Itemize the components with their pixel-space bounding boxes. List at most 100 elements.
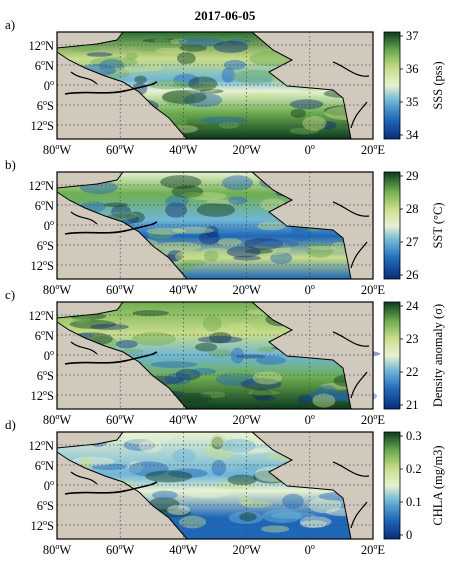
field-patch [200,116,248,124]
panel-letter: d) [5,417,16,432]
map-panel-1: a) 12oN 6oN 0o 6oS 12oS 80oW 60oW 40oW 20oW 0o 20oE… [5,17,445,157]
lon-tick-label: 20oE [361,282,386,297]
river [70,211,98,225]
lat-tick-label: 6oN [35,328,54,343]
field-patch [161,90,207,104]
river [70,71,98,85]
field-patch [125,52,138,61]
lat-tick-label: 0o [44,218,54,233]
field-patch [205,199,239,204]
field-patch [233,255,262,261]
field-patch [290,99,324,110]
river [350,371,368,399]
field-patch [307,245,337,251]
field-patch [116,339,138,349]
field-patch [188,76,218,92]
field-patch [221,175,254,191]
field-patch [255,395,276,402]
river [332,461,370,477]
colorbar [383,301,401,410]
field-patch [168,468,208,479]
field-patch [256,346,276,353]
field-patch [210,433,226,447]
colorbar-tick-label: 22 [406,365,419,379]
field-patch [245,248,274,254]
field-patch [166,504,191,516]
field-patch [131,332,176,346]
river [332,201,370,217]
map-panel-4: d) 12oN 6oN 0o 6oS 12oS 80oW 60oW 40oW 20oW 0o 20oE… [5,417,445,557]
field-patch [178,515,207,529]
field-patch [271,512,316,519]
colorbar-tick-label: 23 [406,332,419,346]
field-patch [196,203,235,217]
field-patch [165,195,189,208]
field-patch [167,249,184,261]
lat-tick-label: 6oN [35,58,54,73]
field-patch [71,45,99,52]
lon-tick-label: 60oW [106,282,135,297]
field-patch [119,42,142,47]
field-patch [199,391,226,399]
field-patch [312,393,336,408]
field-patch [70,456,115,467]
field-patch [246,194,275,199]
field-patch [223,59,247,70]
lon-tick-label: 20oW [232,412,261,427]
lat-tick-label: 6oS [37,238,54,253]
field-patch [218,121,240,129]
field-patch [240,378,282,390]
field-patch [194,342,218,352]
field-patch [213,40,249,53]
field-patch [241,500,273,508]
lat-tick-label: 12oN [28,308,54,323]
field-patch [299,516,332,528]
colorbar-tick-label: 27 [406,235,419,249]
lat-tick-label: 12oS [31,258,55,273]
lat-tick-label: 0o [44,78,54,93]
map-frame [56,171,374,280]
field-patch [306,243,334,258]
field-patch [256,221,286,231]
field-patch [227,322,257,338]
field-patch [258,239,299,248]
field-patch [299,520,328,528]
colorbar-label: Density anomaly (σ) [431,304,445,407]
river [350,501,368,529]
field-patch [181,259,206,266]
field-patch [134,75,147,84]
river [332,331,370,347]
field-patch [302,115,327,131]
lat-tick-label: 12oS [31,388,55,403]
field-patch [297,394,313,405]
field-patch [174,250,206,263]
lat-tick-label: 12oS [31,518,55,533]
field-patch [303,391,349,403]
field-patch [179,44,207,52]
map-frame [56,301,374,410]
lat-tick-label: 6oS [37,368,54,383]
colorbar-tick-label: 34 [406,128,419,142]
field-patch [195,325,228,336]
field-patch [239,512,257,522]
field-patch [289,127,319,135]
field-patch [165,202,188,218]
lat-tick-label: 12oN [28,178,54,193]
field-patch [139,439,163,453]
lat-tick-label: 0o [44,348,54,363]
field-patch [128,461,169,477]
river [64,221,158,235]
colorbar-tick-label: 0.1 [406,495,422,509]
field-patch [150,361,198,368]
field-patch [198,231,220,245]
map-panel-3: c) 12oN 6oN 0o 6oS 12oS 80oW 60oW 40oW 20oW 0o 20oE… [5,287,445,427]
field-patch [215,372,259,386]
field-patch [107,211,138,221]
field-patch [200,248,231,257]
field-patch [227,474,257,486]
field-patch [116,430,154,446]
lon-tick-label: 20oE [361,542,386,557]
field-patch [103,202,129,208]
colorbar-label: CHLA (mg/m3) [431,445,445,525]
field-patch [228,196,248,205]
